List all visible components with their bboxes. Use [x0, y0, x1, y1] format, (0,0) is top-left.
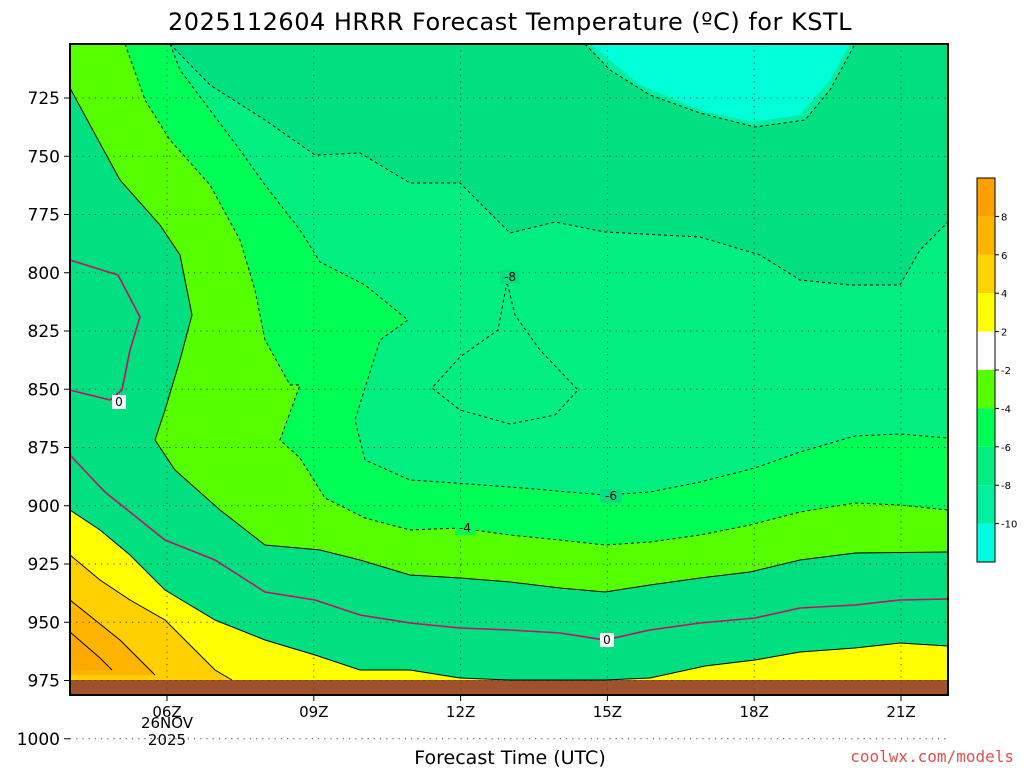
contour-minus2: [70, 87, 948, 593]
colorbar-swatch: [977, 408, 995, 447]
fill-warm-below-2: [70, 510, 948, 695]
colorbar-swatch: [977, 254, 995, 294]
x-axis-label: Forecast Time (UTC): [414, 747, 605, 768]
fill-minus6-to-minus4: [125, 44, 948, 545]
colorbar-label: -4: [1001, 404, 1011, 415]
colorbar-label: -2: [1001, 366, 1011, 377]
y-tick-label-925: 925: [28, 555, 60, 575]
x-tick-label-15Z: 15Z: [593, 703, 622, 721]
x-tick-label-09Z: 09Z: [299, 703, 328, 721]
contour-label-zero-lower: 0: [603, 633, 611, 647]
colorbar-swatch: [977, 523, 995, 562]
x-tick-label-18Z: 18Z: [740, 703, 769, 721]
colorbar-label: 6: [1001, 251, 1007, 262]
y-tick-label-975: 975: [28, 672, 60, 692]
colorbar-label: -8: [1001, 481, 1011, 492]
y-tick-label-725: 725: [28, 89, 60, 109]
ground-surface: [70, 680, 948, 695]
plot-grid: [70, 44, 948, 740]
y-tick-label-950: 950: [28, 613, 60, 633]
y-tick-label-775: 775: [28, 206, 60, 226]
contour-label-minus8: -8: [504, 270, 516, 284]
contour-minus10: [584, 44, 856, 128]
contour-label-group: -8 -6 -4 0 0: [112, 270, 622, 647]
colorbar-swatch: [977, 216, 995, 255]
y-tick-label-1000: 1000: [17, 730, 60, 750]
y-tick-label-875: 875: [28, 439, 60, 459]
colorbar-label: 4: [1001, 289, 1007, 300]
colorbar-swatch: [977, 446, 995, 486]
x-tick-label-12Z: 12Z: [446, 703, 475, 721]
y-tick-label-750: 750: [28, 147, 60, 167]
contour-plus4: [70, 554, 233, 681]
contour-minus6: [124, 44, 948, 546]
contour-zero-lower: [70, 454, 948, 641]
contour-plus2: [70, 509, 948, 681]
fill-minus4-to-minus2: [70, 44, 948, 592]
colorbar: 8 6 4 2 -2 -4 -6 -8 -10: [976, 177, 1017, 563]
plot-frame: [69, 43, 949, 696]
contour-label-zero-upper: 0: [115, 395, 123, 409]
contour-plus6: [70, 599, 156, 676]
colorbar-label: 2: [1001, 328, 1007, 339]
contour-plus8: [70, 631, 113, 671]
x-tick-label-06Z: 06Z: [152, 703, 181, 721]
temperature-fills: [70, 44, 948, 695]
x-tick-label-21Z: 21Z: [886, 703, 915, 721]
contour-minus4: [169, 44, 948, 496]
contour-label-minus6: -6: [605, 489, 617, 503]
contour-lines: [70, 44, 948, 681]
chart-title: 2025112604 HRRR Forecast Temperature (ºC…: [168, 8, 852, 36]
watermark: coolwx.com/models: [850, 747, 1014, 766]
colorbar-swatch: [977, 178, 995, 217]
y-tick-label-900: 900: [28, 497, 60, 517]
colorbar-label: -6: [1001, 443, 1011, 454]
colorbar-label: 8: [1001, 212, 1007, 223]
colorbar-swatch: [977, 370, 995, 409]
contour-minus8: [169, 44, 948, 286]
x-axis-ticks: 06Z 09Z 12Z 15Z 18Z 21Z: [152, 695, 916, 721]
y-tick-label-850: 850: [28, 380, 60, 400]
colorbar-swatch: [977, 485, 995, 524]
y-axis-ticks: 725 750 775 800 825 850 875 900 925 950 975 1000: [17, 89, 70, 750]
colorbar-swatch: [977, 293, 995, 332]
y-tick-label-800: 800: [28, 264, 60, 284]
x-date-year: 2025: [148, 731, 186, 749]
contour-minus8-pocket: [431, 281, 579, 425]
colorbar-swatch: [977, 331, 995, 370]
contour-label-minus4: -4: [459, 521, 471, 535]
fill-cyan-below-minus10: [590, 44, 850, 122]
x-date-day: 26NOV: [141, 714, 194, 732]
contour-zero-upper: [70, 259, 141, 401]
fill-minus8-to-minus6: [170, 44, 948, 495]
colorbar-label: -10: [1001, 520, 1017, 531]
y-tick-label-825: 825: [28, 322, 60, 342]
